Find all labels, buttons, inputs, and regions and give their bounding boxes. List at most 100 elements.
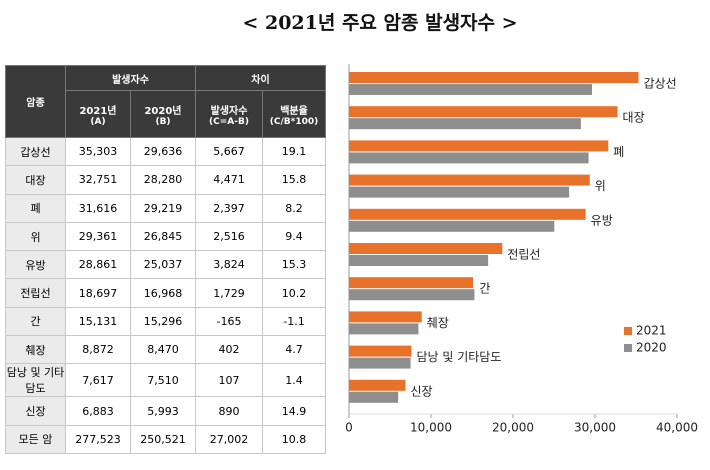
table-cell: 9.4: [262, 221, 326, 252]
category-label: 췌장: [427, 316, 449, 330]
table-cell: 2,397: [195, 193, 263, 223]
header-cell: 발생자수 (C=A-B): [195, 90, 263, 138]
header-cell: 백분율 (C/B*100): [262, 90, 326, 138]
table-row: 췌장 8,872 8,470 402 4.7: [5, 335, 326, 365]
table-row: 전립선 18,697 16,968 1,729 10.2: [5, 278, 326, 308]
table-cell: 35,303: [65, 136, 131, 167]
category-label: 위: [595, 179, 606, 193]
bar: [349, 208, 586, 220]
header-note: (B): [155, 116, 171, 127]
header-note: (C/B*100): [269, 116, 319, 127]
bar: [349, 289, 475, 301]
table-row: 대장 32,751 28,280 4,471 15.8: [5, 165, 326, 195]
table-cell: 31,616: [65, 193, 131, 223]
table-row: 폐 31,616 29,219 2,397 8.2: [5, 193, 326, 223]
table-cell: 18,697: [65, 278, 131, 308]
table-cell: 402: [195, 335, 263, 365]
table-row: 담낭 및 기타담도 7,617 7,510 107 1.4: [5, 363, 326, 398]
table-row: 간 15,131 15,296 -165 -1.1: [5, 306, 326, 337]
bar: [349, 311, 422, 323]
bar: [349, 106, 618, 118]
header-label: 2021년: [79, 105, 117, 117]
title: < 2021년 주요 암종 발생자수 >: [242, 12, 518, 34]
row-label: 담낭 및 기타담도: [5, 363, 66, 398]
header-cell: 2020년 (B): [130, 90, 196, 138]
table-cell: 19.1: [262, 136, 326, 167]
table-cell: 29,361: [65, 221, 131, 252]
table-cell: 32,751: [65, 165, 131, 195]
bar: [349, 391, 399, 403]
table-cell: 7,617: [65, 363, 131, 398]
category-label: 폐: [613, 145, 624, 159]
bar: [349, 84, 593, 95]
table-cell: 27,002: [195, 424, 263, 454]
table-cell: 16,968: [130, 278, 196, 308]
table-row: 신장 6,883 5,993 890 14.9: [5, 396, 326, 426]
bar: [349, 243, 503, 254]
x-tick-label: 0: [345, 421, 353, 435]
table-cell: 28,280: [130, 165, 196, 195]
x-tick-label: 40,000: [656, 421, 698, 435]
table-cell: 4.7: [262, 335, 326, 365]
row-label: 전립선: [5, 278, 66, 308]
table-cell: 10.8: [262, 424, 326, 454]
header-label: 발생자수: [210, 105, 248, 117]
table-cell: 890: [195, 396, 263, 426]
category-label: 대장: [623, 111, 645, 125]
table-cell: 29,219: [130, 193, 196, 223]
table-cell: 250,521: [130, 424, 196, 454]
bar: [349, 152, 589, 164]
table-row: 모든 암 277,523 250,521 27,002 10.8: [5, 424, 326, 454]
row-label: 대장: [5, 165, 66, 195]
header-label: 백분율: [280, 105, 308, 117]
category-label: 갑상선: [643, 77, 676, 91]
bar: [349, 72, 639, 83]
bar: [349, 220, 555, 232]
table-cell: 7,510: [130, 363, 196, 398]
table-cell: 15,296: [130, 306, 196, 337]
table-cell: 2,516: [195, 221, 263, 252]
bar: [349, 357, 411, 369]
table-row: 유방 28,861 25,037 3,824 15.3: [5, 250, 326, 280]
bar: [349, 140, 609, 152]
legend-label: 2021: [636, 324, 667, 338]
bar: [349, 345, 412, 357]
table-cell: 15.8: [262, 165, 326, 195]
table-cell: 277,523: [65, 424, 131, 454]
bar: [349, 277, 474, 289]
category-label: 신장: [410, 384, 432, 398]
table-row: 위 29,361 26,845 2,516 9.4: [5, 221, 326, 252]
table-cell: 14.9: [262, 396, 326, 426]
row-label: 신장: [5, 396, 66, 426]
x-tick-label: 10,000: [410, 421, 452, 435]
row-label: 폐: [5, 193, 66, 223]
category-label: 유방: [591, 213, 613, 227]
category-label: 담낭 및 기타담도: [416, 350, 501, 364]
table-cell: 25,037: [130, 250, 196, 280]
legend-swatch: [624, 344, 632, 352]
header-cell: 차이: [195, 65, 326, 91]
x-tick-label: 20,000: [492, 421, 534, 435]
table-row: 갑상선 35,303 29,636 5,667 19.1: [5, 136, 326, 167]
table-cell: 107: [195, 363, 263, 398]
category-label: 전립선: [507, 248, 540, 262]
bar: [349, 379, 406, 391]
table-cell: 15.3: [262, 250, 326, 280]
header-note: (A): [90, 116, 106, 127]
legend-label: 2020: [636, 341, 667, 355]
table-cell: 5,667: [195, 136, 263, 167]
table-cell: 8,470: [130, 335, 196, 365]
table-cell: 26,845: [130, 221, 196, 252]
bar: [349, 174, 590, 186]
category-label: 간: [479, 282, 490, 296]
header-cell: 2021년 (A): [65, 90, 131, 138]
bar: [349, 186, 570, 198]
row-label: 모든 암: [5, 424, 66, 454]
x-tick-label: 30,000: [574, 421, 616, 435]
header-label: 2020년: [144, 105, 182, 117]
table-cell: -1.1: [262, 306, 326, 337]
table-cell: 8.2: [262, 193, 326, 223]
row-label: 위: [5, 221, 66, 252]
